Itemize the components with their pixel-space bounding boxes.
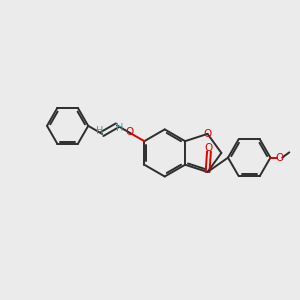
Text: O: O — [126, 127, 134, 137]
Text: O: O — [276, 153, 284, 163]
Text: H: H — [116, 123, 123, 133]
Text: O: O — [205, 142, 213, 153]
Text: O: O — [203, 129, 211, 139]
Text: H: H — [96, 126, 104, 136]
